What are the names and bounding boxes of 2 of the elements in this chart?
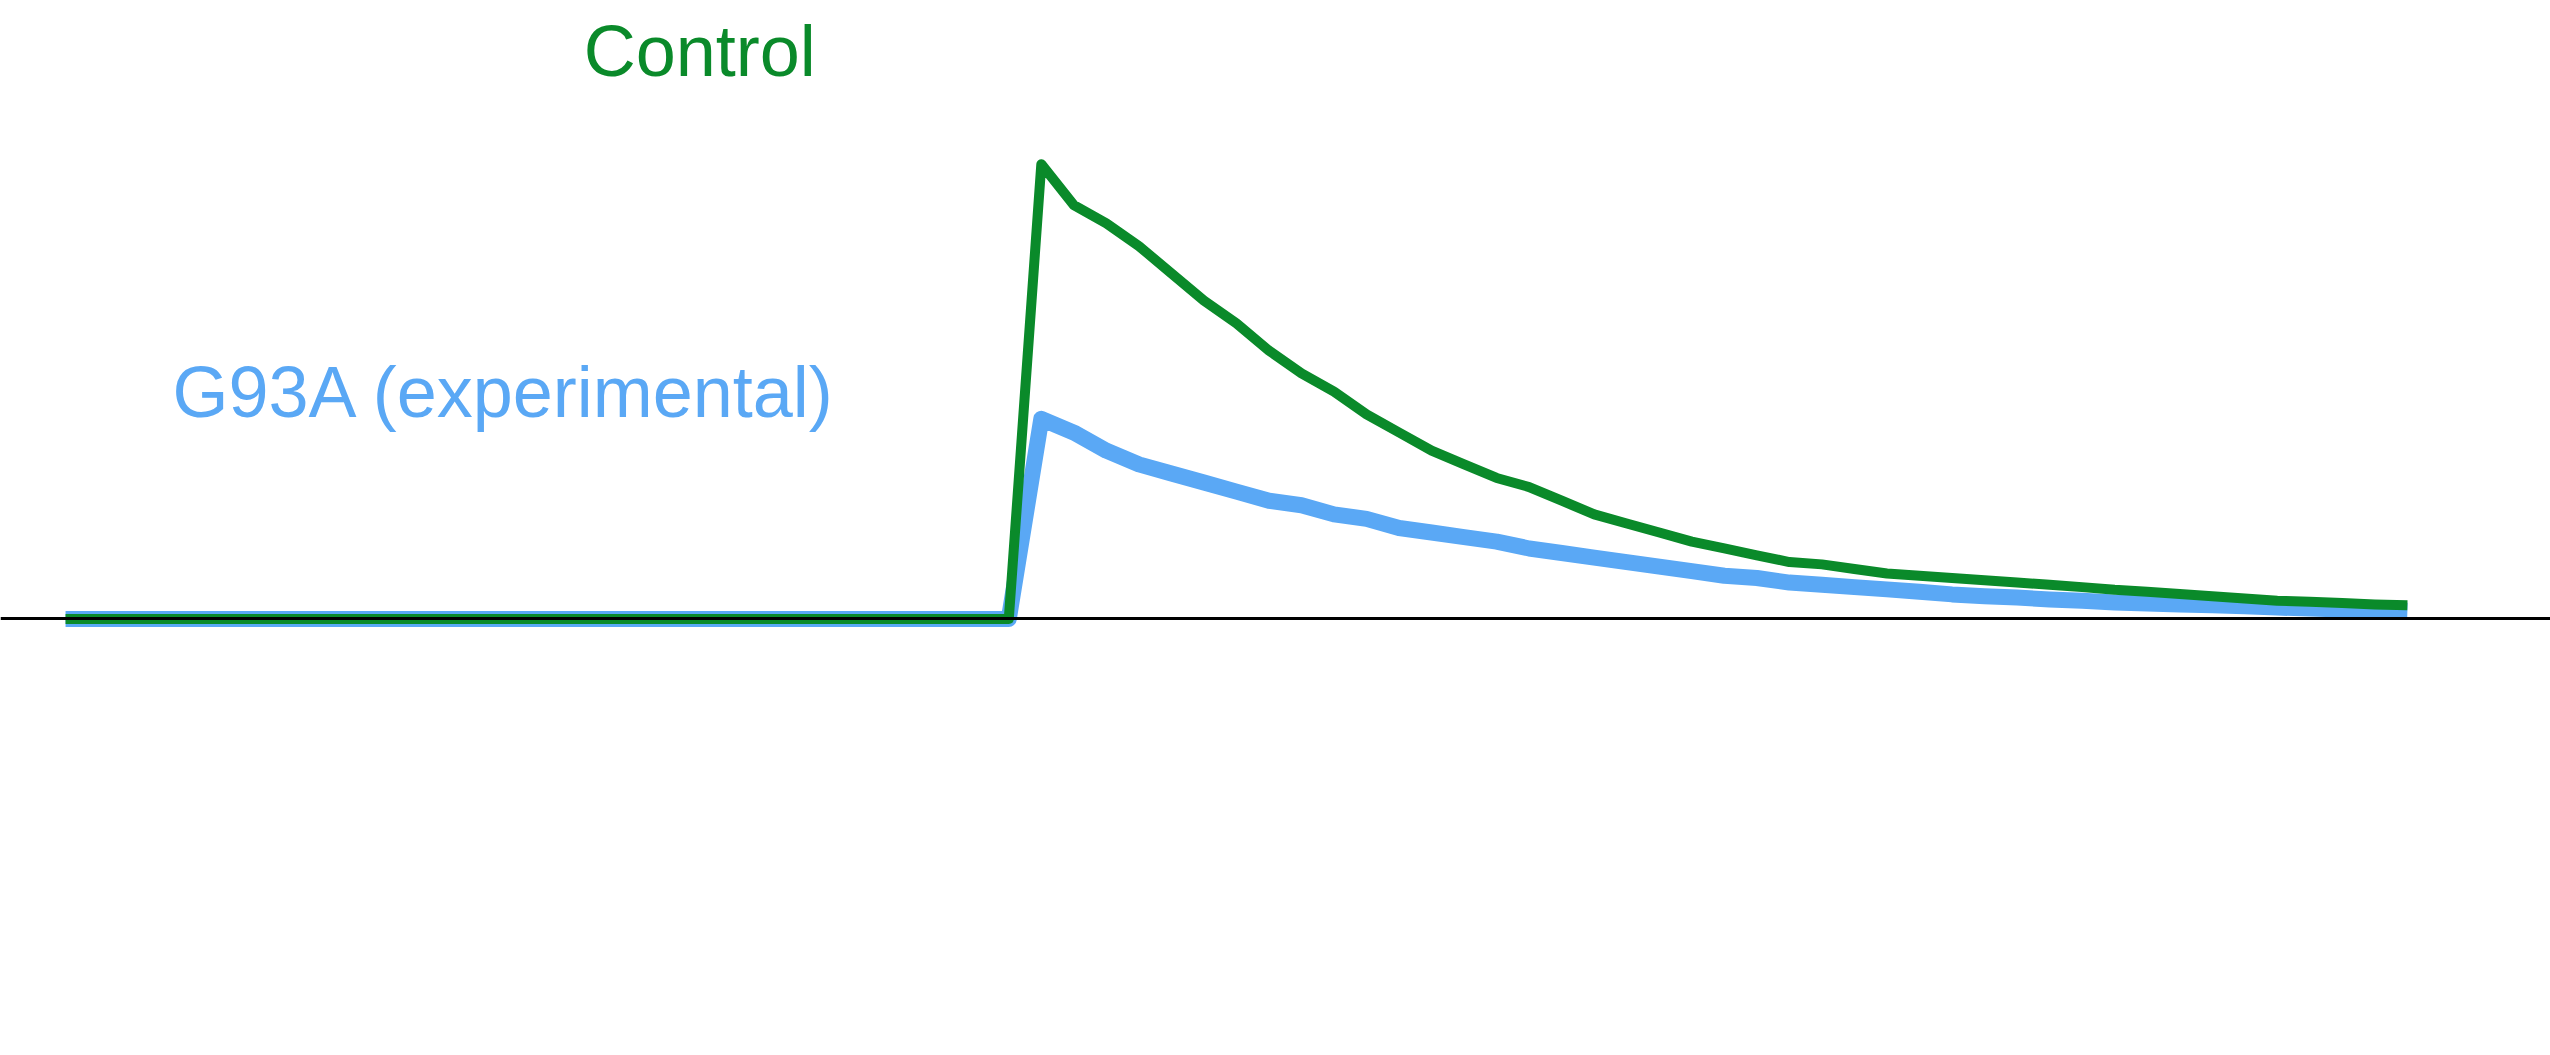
text: Control <box>583 10 816 91</box>
text: G93A (experimental) <box>172 351 833 432</box>
